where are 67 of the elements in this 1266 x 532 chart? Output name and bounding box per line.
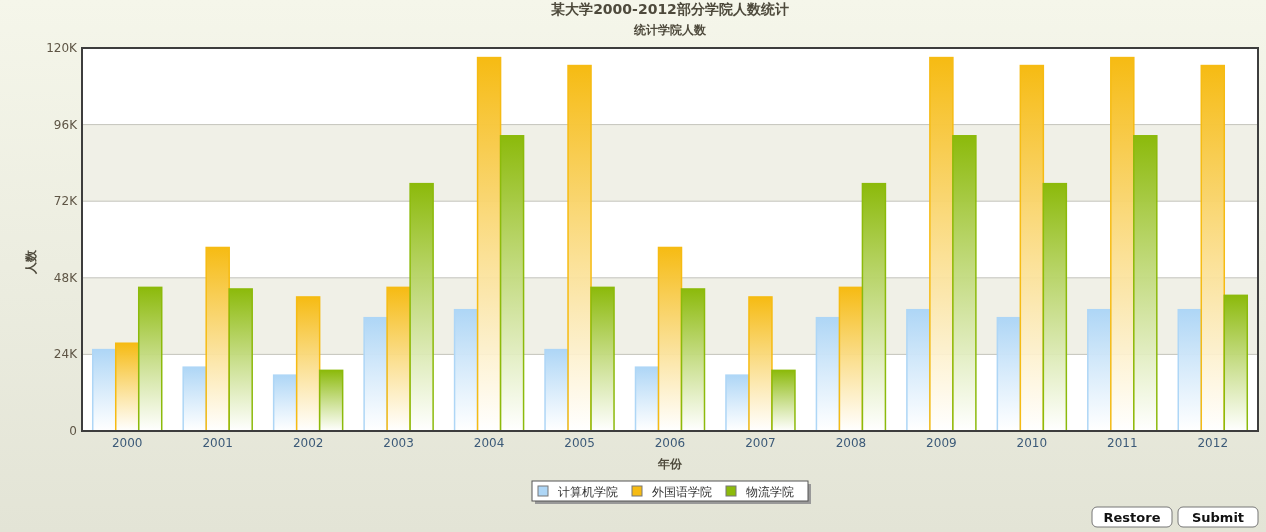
- bar: [567, 64, 592, 432]
- x-tick-label: 2000: [111, 436, 143, 450]
- y-tick-label: 72K: [53, 194, 79, 209]
- x-tick-label: 2012: [1197, 436, 1229, 450]
- bar: [386, 286, 411, 432]
- x-tick-label: 2004: [473, 436, 505, 450]
- legend-label: 计算机学院: [558, 484, 618, 499]
- bar: [182, 366, 207, 432]
- bar: [1019, 64, 1045, 432]
- bar: [1223, 294, 1249, 432]
- bar: [544, 348, 569, 432]
- x-tick-label: 2008: [835, 436, 867, 450]
- x-axis-title: 年份: [657, 457, 683, 471]
- x-tick-label: 2010: [1016, 436, 1048, 450]
- bar: [1200, 64, 1226, 432]
- x-tick-label: 2003: [383, 436, 414, 450]
- x-tick-label: 2006: [654, 436, 686, 450]
- chart-subtitle: 统计学院人数: [633, 23, 707, 37]
- bar: [137, 286, 163, 432]
- bar: [1133, 135, 1158, 432]
- bar: [748, 296, 773, 432]
- x-tick-label: 2007: [745, 436, 776, 450]
- bar: [499, 135, 525, 432]
- x-tick-label: 2011: [1107, 436, 1138, 450]
- y-tick-label: 48K: [53, 270, 79, 285]
- x-tick-label: 2002: [292, 436, 324, 450]
- text: Submit: [1191, 510, 1245, 525]
- y-tick-label: 24K: [53, 347, 79, 362]
- bar: [205, 246, 230, 432]
- bar: [272, 374, 298, 432]
- bar: [929, 56, 954, 432]
- chart-title: 某大学2000-2012部分学院人数统计: [550, 1, 789, 17]
- y-tick-label: 0: [69, 424, 77, 438]
- bar: [318, 369, 344, 432]
- bar: [409, 182, 434, 432]
- bar: [952, 135, 977, 432]
- bar: [363, 316, 388, 432]
- bar: [476, 56, 502, 432]
- bar: [1177, 308, 1203, 432]
- legend-label: 物流学院: [746, 484, 794, 499]
- bar: [114, 342, 140, 432]
- x-tick-label: 2005: [564, 436, 595, 450]
- bar: [657, 246, 683, 432]
- bar: [680, 288, 706, 432]
- text: Restore: [1103, 510, 1161, 525]
- bar: [771, 369, 796, 432]
- y-tick-label: 120K: [46, 41, 79, 55]
- bar: [861, 182, 887, 432]
- bar: [815, 316, 841, 432]
- bar: [1042, 182, 1068, 432]
- bar: [1110, 56, 1135, 432]
- bar: [91, 348, 117, 432]
- x-tick-label: 2009: [926, 436, 957, 450]
- bar: [634, 366, 660, 432]
- bar: [838, 286, 864, 432]
- bar: [590, 286, 615, 432]
- bar: [906, 308, 931, 432]
- bar: [725, 374, 750, 432]
- bar: [228, 288, 253, 432]
- y-tick-label: 96K: [53, 117, 79, 132]
- legend-label: 外国语学院: [652, 484, 712, 499]
- bar: [453, 308, 479, 432]
- x-tick-label: 2001: [202, 436, 233, 450]
- bar: [295, 296, 321, 432]
- bar: [1087, 308, 1112, 432]
- y-axis-title: 人数: [24, 249, 38, 275]
- bar: [996, 316, 1022, 432]
